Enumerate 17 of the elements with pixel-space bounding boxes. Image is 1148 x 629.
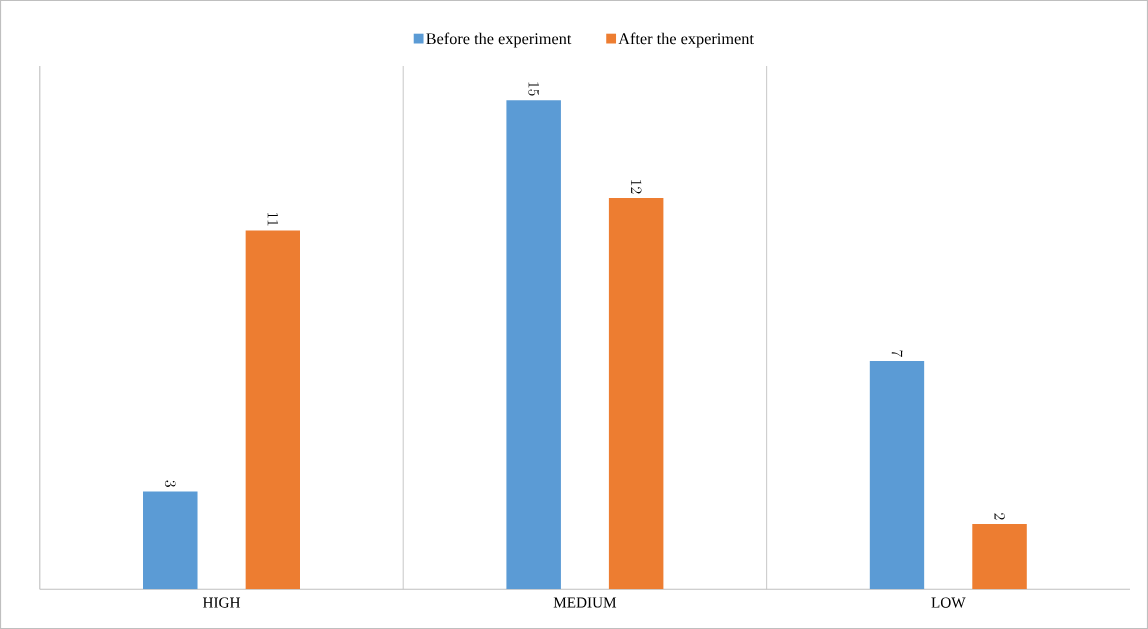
bar bbox=[506, 100, 561, 590]
bar bbox=[245, 230, 300, 590]
x-tick-label: HIGH bbox=[202, 597, 241, 608]
data-label: 7 bbox=[891, 350, 903, 357]
bar bbox=[143, 491, 198, 590]
data-label: 2 bbox=[994, 513, 1005, 520]
bar bbox=[869, 361, 925, 590]
data-label: 15 bbox=[528, 82, 540, 96]
bar bbox=[608, 197, 664, 590]
x-tick-label: MEDIUM bbox=[553, 597, 617, 608]
data-label: 11 bbox=[267, 212, 279, 226]
legend-label: After the experiment bbox=[618, 32, 754, 48]
bar bbox=[972, 524, 1027, 590]
data-label: 3 bbox=[164, 480, 176, 487]
data-label: 12 bbox=[631, 180, 642, 194]
legend-label: Before the experiment bbox=[426, 32, 572, 48]
x-tick-label: LOW bbox=[931, 597, 966, 608]
